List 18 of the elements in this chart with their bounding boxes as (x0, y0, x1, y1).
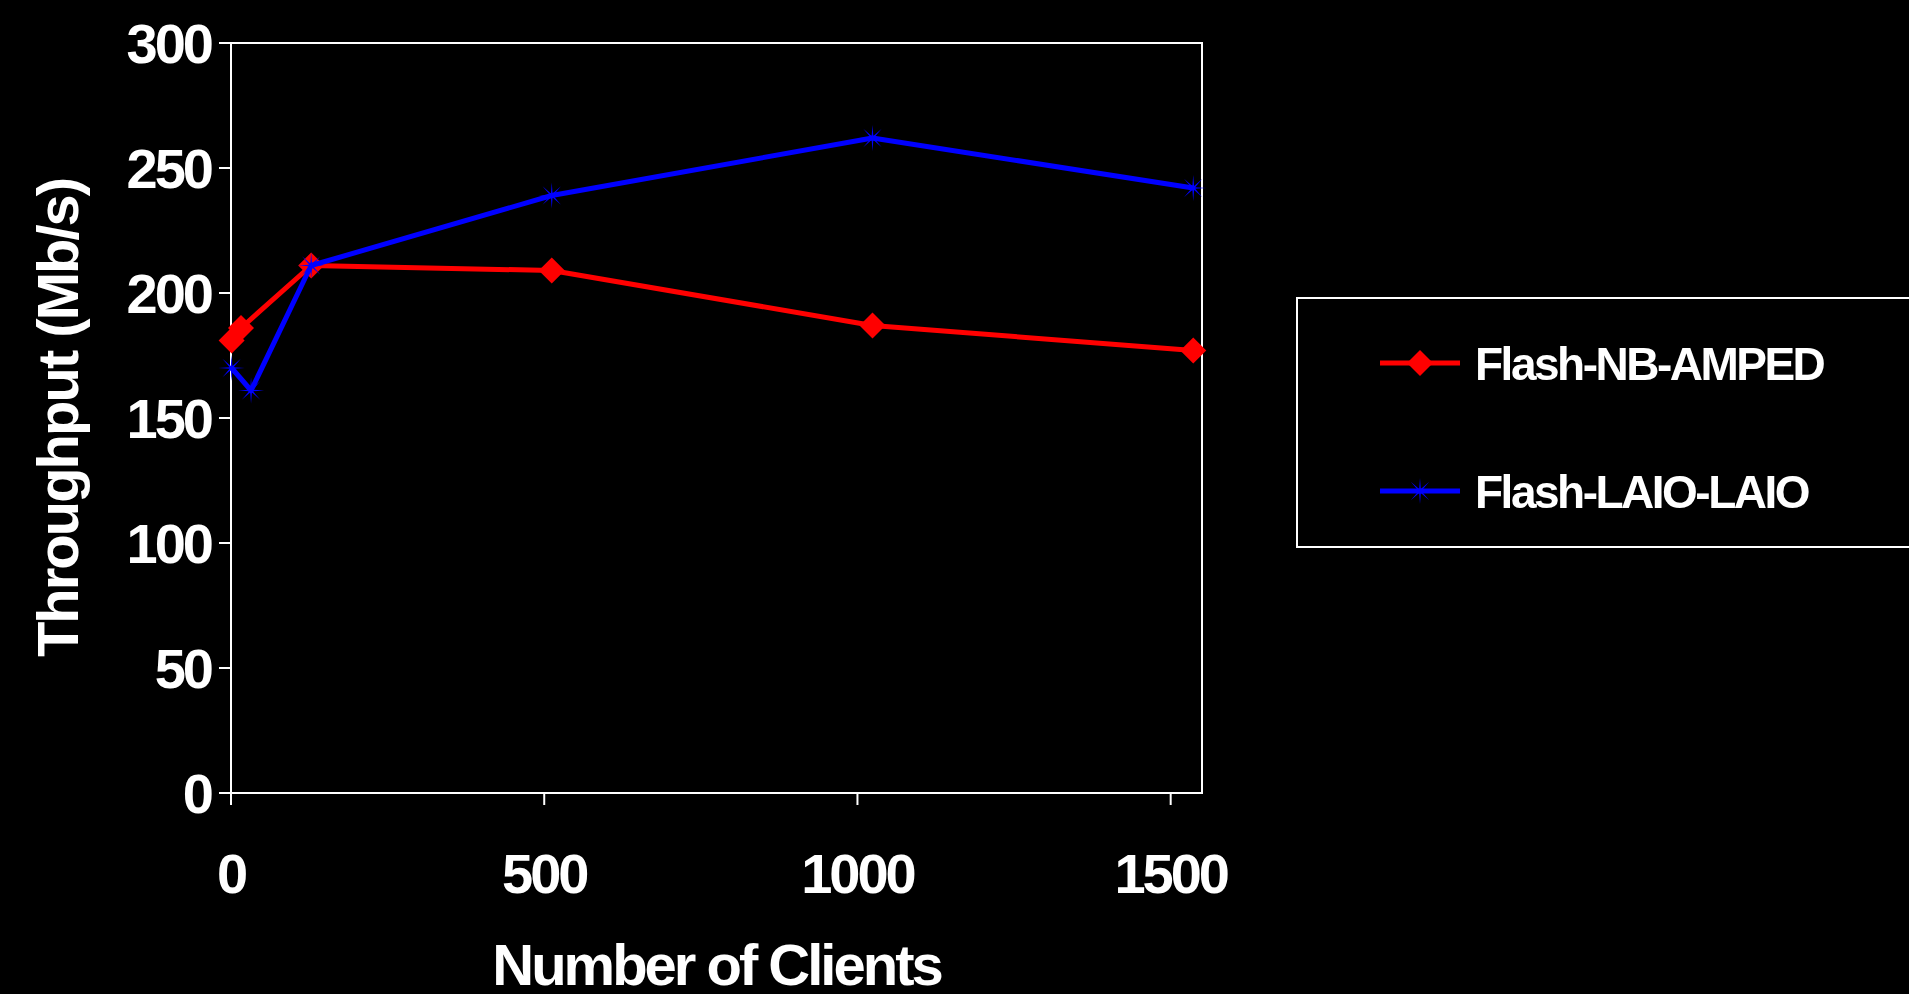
x-axis-title: Number of Clients (492, 932, 942, 994)
y-tick-label: 0 (182, 762, 212, 826)
x-tick-label: 1000 (801, 842, 915, 905)
y-tick-label: 300 (126, 12, 212, 76)
x-tick-label: 500 (502, 842, 588, 905)
legend-label: Flash-LAIO-LAIO (1475, 465, 1809, 518)
y-tick-label: 150 (126, 387, 212, 451)
legend-label: Flash-NB-AMPED (1475, 337, 1825, 390)
point (859, 312, 886, 339)
y-axis-title: Throughput (Mb/s) (25, 178, 90, 658)
point (1180, 337, 1207, 364)
y-tick-label: 250 (126, 137, 212, 201)
point (538, 257, 565, 284)
point (228, 315, 255, 341)
x-tick-label: 1500 (1114, 842, 1228, 905)
y-tick-label: 100 (126, 512, 212, 576)
y-tick-label: 50 (154, 637, 212, 701)
y-tick-label: 200 (126, 262, 212, 326)
